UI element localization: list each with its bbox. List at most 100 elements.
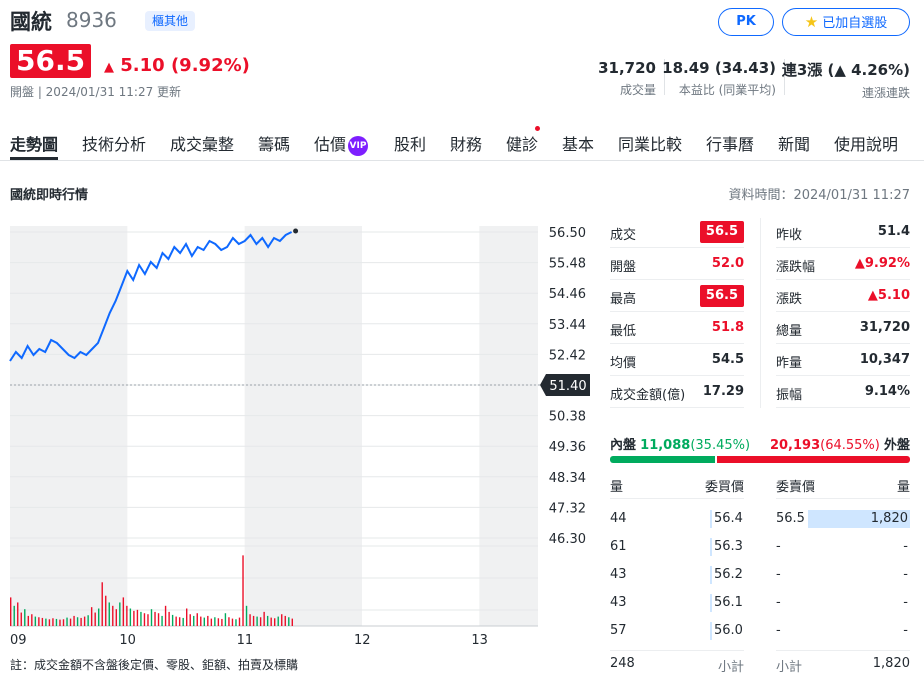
tab-basic[interactable]: 基本 [562,135,595,154]
y-tick-label: 47.32 [549,501,586,516]
ob-bid-price: 56.3 [714,539,743,554]
row-divider [610,407,744,408]
tab-health[interactable]: 健診 [506,135,539,154]
intraday-chart[interactable]: 56.50 55.48 54.46 53.44 52.42 50.38 49.36 48.34… [0,220,600,660]
ob-bid-price: 56.2 [714,567,743,582]
ob-bid-vol: 43 [610,567,627,582]
quote-value-left-0: 56.5 [699,221,744,243]
volume-bar [235,619,237,626]
active-tab-indicator [10,157,58,160]
tab-news[interactable]: 新聞 [778,135,811,154]
volume-bar [228,617,230,626]
volume-bar [252,615,255,626]
volume-bar [186,608,188,626]
volume-bar [48,619,51,626]
x-axis-labels: 09 10 11 12 13 [10,633,488,648]
volume-bar [263,611,265,626]
reference-tag-shape [540,374,590,396]
ob-ask-price: - [776,595,781,610]
y-tick-label: 55.48 [549,257,586,272]
tab-technical[interactable]: 技術分析 [82,135,147,154]
volume-bar [59,619,61,626]
row-divider [776,375,910,376]
hour-band [244,226,362,626]
ob-bid-vol: 61 [610,539,627,554]
section-title: 國統即時行情 [10,188,89,203]
row-divider [610,279,744,280]
quote-label-right-2: 漲跌 [776,292,803,307]
volume-bar [164,605,167,626]
last-price-dot [293,228,299,234]
tab-chart[interactable]: 走勢圖 [10,135,59,154]
tab-financial[interactable]: 財務 [450,135,483,154]
ob-ask-total-label: 小計 [776,660,803,675]
volume-bar [270,617,272,626]
volume-bar [55,618,58,626]
row-divider [610,375,744,376]
watchlist-button[interactable]: ★ 已加自選股 [782,8,910,36]
stat-value: 18.49 (34.43) [662,59,776,77]
quote-label-right-4: 昨量 [776,356,803,371]
quote-label-left-2: 最高 [610,292,637,307]
current-price: 56.5 [10,44,92,78]
tab-peer[interactable]: 同業比較 [618,135,683,154]
volume-bar [112,605,114,626]
tab-valuation[interactable]: 估價 VIP [314,131,369,156]
volume-bar [80,617,82,626]
hour-band [479,226,538,626]
quote-value-left-1: 52.0 [711,256,744,271]
pk-button[interactable]: PK [718,8,774,36]
row-divider [776,650,910,651]
quote-value-right-1: ▲9.92% [854,256,910,271]
volume-bar [291,618,293,626]
volume-bar [221,618,223,626]
in-volume: 內盤 11,088(35.45%) [610,434,750,453]
hour-band [10,226,128,626]
volume-bar [45,618,47,626]
out-volume: 20,193(64.55%) 外盤 [770,434,910,453]
volume-bar [31,614,33,626]
y-tick-label: 53.44 [549,318,586,333]
row-divider [776,407,910,408]
ob-bid-vol: 57 [610,623,627,638]
data-time: 資料時間：2024/01/31 11:27 [728,188,910,203]
row-divider [776,247,910,248]
price-line [9,231,293,362]
tab-chips[interactable]: 籌碼 [258,135,291,154]
tab-help[interactable]: 使用說明 [834,135,899,154]
tab-calendar[interactable]: 行事曆 [706,135,755,154]
x-tick-label: 09 [10,633,27,648]
row-divider [610,650,744,651]
row-divider [776,498,910,499]
volume-bar [66,617,68,626]
quote-label-left-1: 開盤 [610,260,637,275]
stat-label: 連漲連跌 [861,86,910,100]
footnote: 註：成交金額不含盤後定價、零股、鉅額、拍賣及標購 [10,658,299,672]
row-divider [610,311,744,312]
stat-value: 31,720 [598,59,656,77]
volume-bar [41,617,44,626]
ob-ask-vol: 1,820 [870,511,908,526]
volume-bar [133,610,135,626]
y-tick-label: 50.38 [549,410,586,425]
tab-dividend[interactable]: 股利 [394,135,427,154]
volume-bar [161,615,163,626]
stock-code: 8936 [66,8,117,32]
ob-bid-bar [710,538,744,556]
quote-value-right-2: ▲5.10 [867,288,910,303]
tab-trades[interactable]: 成交彙整 [170,135,235,154]
volume-bar [94,612,96,626]
volume-bar [143,613,146,626]
volume-bar [62,619,65,626]
volume-bar [259,617,262,626]
volume-bar [284,615,286,626]
y-tick-label: 52.42 [549,348,586,363]
stat-value: 連3漲 (▲ 4.26%) [781,61,910,79]
volume-bar [245,605,248,626]
row-divider [610,498,744,499]
stat-label: 成交量 [619,83,656,97]
volume-bar [136,609,139,626]
volume-bar [24,609,26,626]
market-badge[interactable]: 櫃其他 [145,11,196,31]
volume-bar [76,617,79,626]
